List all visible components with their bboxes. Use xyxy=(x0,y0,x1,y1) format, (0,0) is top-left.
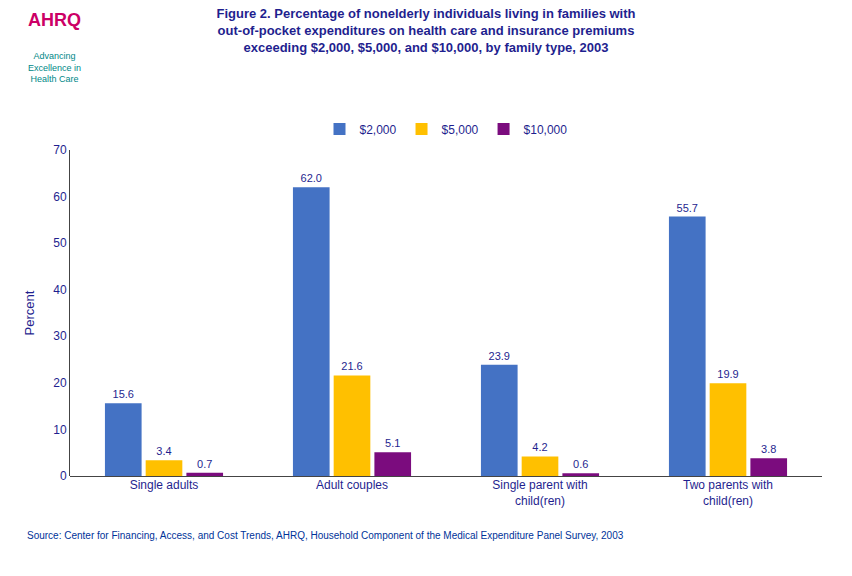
svg-text:$10,000: $10,000 xyxy=(524,123,568,137)
svg-text:5.1: 5.1 xyxy=(385,437,400,449)
svg-text:15.6: 15.6 xyxy=(113,388,134,400)
svg-text:3.8: 3.8 xyxy=(761,443,776,455)
svg-text:55.7: 55.7 xyxy=(677,202,698,214)
svg-text:0.7: 0.7 xyxy=(197,458,212,470)
svg-text:10: 10 xyxy=(53,423,67,437)
svg-text:0: 0 xyxy=(60,469,67,483)
svg-text:50: 50 xyxy=(53,236,67,250)
svg-text:Figure 2. Percentage of noneld: Figure 2. Percentage of nonelderly indiv… xyxy=(217,6,636,55)
svg-text:20: 20 xyxy=(53,376,67,390)
svg-text:3.4: 3.4 xyxy=(156,445,171,457)
svg-text:62.0: 62.0 xyxy=(301,172,322,184)
svg-text:Single adults: Single adults xyxy=(130,478,199,492)
svg-text:23.9: 23.9 xyxy=(489,350,510,362)
svg-text:Adult couples: Adult couples xyxy=(316,478,388,492)
svg-text:19.9: 19.9 xyxy=(717,368,738,380)
svg-text:Two parents withchild(ren): Two parents withchild(ren) xyxy=(683,478,773,508)
svg-text:Single parent withchild(ren): Single parent withchild(ren) xyxy=(492,478,587,508)
svg-text:Percent: Percent xyxy=(22,290,37,335)
svg-text:70: 70 xyxy=(53,143,67,157)
svg-text:0.6: 0.6 xyxy=(573,458,588,470)
svg-text:40: 40 xyxy=(53,283,67,297)
svg-text:$5,000: $5,000 xyxy=(442,123,479,137)
svg-text:21.6: 21.6 xyxy=(341,360,362,372)
svg-text:AHRQ: AHRQ xyxy=(28,10,81,30)
svg-text:60: 60 xyxy=(53,190,67,204)
svg-text:Source: Center for Financing,: Source: Center for Financing, Access, an… xyxy=(27,530,624,541)
svg-text:30: 30 xyxy=(53,329,67,343)
svg-text:4.2: 4.2 xyxy=(532,441,547,453)
svg-text:$2,000: $2,000 xyxy=(360,123,397,137)
svg-text:AdvancingExcellence inHealth C: AdvancingExcellence inHealth Care xyxy=(28,51,81,84)
